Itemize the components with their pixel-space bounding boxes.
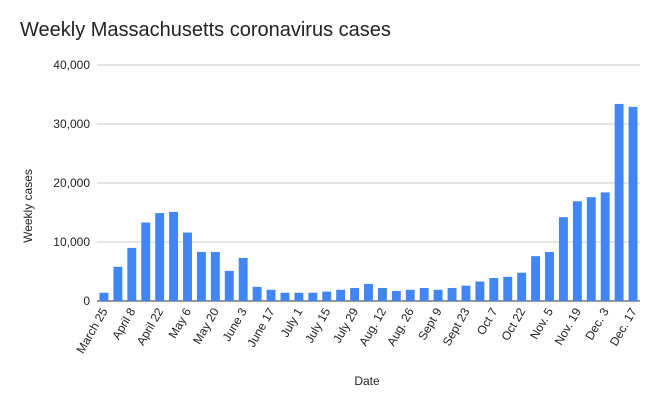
x-tick-label: Aug. 26 [384,305,417,348]
y-tick-label: 40,000 [53,58,90,72]
bar [280,292,290,301]
y-tick-labels: 0 10,000 20,000 30,000 40,000 [53,58,90,308]
bar [517,272,527,301]
bar [127,247,137,301]
bar [503,276,513,301]
y-tick-label: 20,000 [53,176,90,190]
bar [461,285,471,301]
x-axis-label: Date [354,374,380,388]
y-axis-label: Weekly cases [21,169,35,243]
bar [545,252,554,301]
x-tick-label: April 8 [109,305,138,342]
x-tick-label: Sept 23 [440,305,473,348]
x-tick-label: July 1 [278,305,306,339]
bar [169,211,179,301]
bar [113,266,123,301]
y-tick-label: 30,000 [53,117,90,131]
bar [99,292,109,301]
bar [141,222,151,301]
bar [433,289,443,301]
x-tick-label: Dec. 3 [582,305,612,342]
bar [628,106,638,301]
bar [266,289,276,301]
bar [447,288,457,301]
bar [489,277,499,301]
x-tick-label: May 6 [166,305,195,341]
bar [308,292,318,301]
bars [99,103,638,301]
bar [224,270,234,301]
x-tick-label: Oct 7 [474,305,501,337]
bar [336,289,346,301]
bar [238,257,248,301]
bar [600,192,610,301]
x-tick-label: March 25 [73,305,110,356]
bar [350,288,360,301]
bar [572,201,582,301]
bar [614,103,624,301]
bar [531,256,541,301]
bar [155,213,165,301]
bar [252,286,262,301]
bar [586,197,596,301]
bar [196,252,206,301]
x-tick-label: June 17 [244,305,278,349]
x-tick-label: July 15 [302,305,333,345]
bar [364,283,373,301]
y-tick-label: 0 [83,294,90,308]
x-tick-label: Nov. 5 [527,305,556,342]
bar [475,281,485,301]
bar [294,292,304,301]
x-tick-label: Nov. 19 [552,305,585,347]
x-tick-label: May 20 [190,305,222,346]
bar [210,252,220,301]
gridlines [97,64,640,302]
x-tick-label: April 22 [134,305,167,348]
x-tick-label: Dec. 17 [607,305,640,348]
bar [377,288,387,301]
bar [183,232,192,301]
x-tick-label: Oct 22 [498,305,528,343]
chart-title: Weekly Massachusetts coronavirus cases [20,19,391,41]
y-tick-label: 10,000 [53,235,90,249]
bar [419,288,429,301]
x-tick-label: June 3 [220,305,250,343]
bar [558,217,568,301]
bar [405,289,415,301]
bar [322,291,332,301]
x-tick-label: Sept 9 [415,305,445,342]
bar [391,290,401,301]
